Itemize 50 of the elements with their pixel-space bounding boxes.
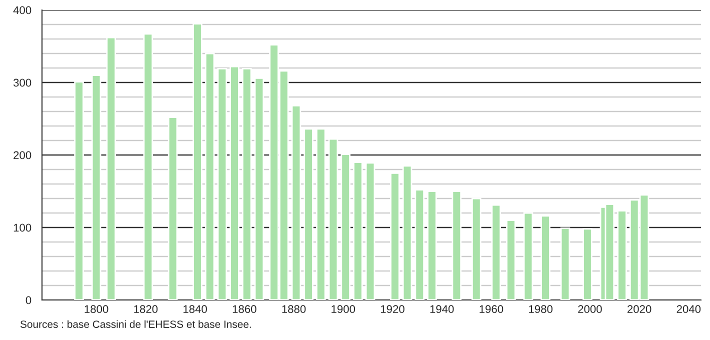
x-tick-label: 1800 bbox=[84, 305, 108, 314]
y-tick-label: 100 bbox=[14, 224, 32, 232]
bar bbox=[217, 68, 228, 300]
x-tick-label: 1920 bbox=[380, 305, 404, 314]
bar bbox=[353, 162, 363, 300]
x-tick-label: 1940 bbox=[430, 305, 454, 314]
bar bbox=[506, 220, 516, 300]
bar bbox=[291, 105, 302, 300]
y-tick-label: 300 bbox=[13, 78, 32, 87]
bar bbox=[230, 66, 240, 300]
bar bbox=[304, 128, 314, 300]
bar bbox=[472, 198, 482, 300]
bar bbox=[254, 77, 264, 300]
bar bbox=[617, 210, 627, 300]
x-tick-label: 1880 bbox=[282, 305, 306, 314]
x-tick-label: 2040 bbox=[676, 305, 701, 314]
bar bbox=[204, 52, 215, 300]
bar bbox=[168, 116, 178, 300]
bar bbox=[560, 228, 570, 300]
bar bbox=[365, 162, 376, 300]
bar bbox=[143, 33, 154, 300]
x-tick-label: 2020 bbox=[627, 305, 652, 314]
bar bbox=[91, 74, 102, 300]
bar bbox=[340, 154, 350, 300]
bar bbox=[491, 204, 502, 300]
y-tick-label: 400 bbox=[13, 6, 32, 14]
y-tick-label: 200 bbox=[14, 151, 32, 160]
x-tick-label: 1980 bbox=[529, 305, 552, 314]
bar bbox=[452, 190, 462, 300]
x-tick-label: 1820 bbox=[134, 305, 158, 314]
bar bbox=[328, 138, 338, 300]
source-note: Sources : base Cassini de l'EHESS et base Insee. bbox=[20, 320, 251, 328]
y-tick-label: 0 bbox=[26, 296, 32, 304]
bar bbox=[414, 189, 425, 300]
bar bbox=[582, 228, 592, 300]
bar bbox=[74, 81, 84, 300]
x-tick-label: 1840 bbox=[184, 305, 207, 314]
x-tick-label: 1860 bbox=[232, 305, 256, 314]
x-tick-label: 1960 bbox=[480, 305, 504, 314]
x-tick-label: 1900 bbox=[332, 305, 356, 314]
bar bbox=[106, 36, 116, 300]
bar bbox=[523, 212, 534, 300]
bar bbox=[316, 128, 326, 300]
x-tick-label: 2000 bbox=[578, 305, 602, 314]
bar bbox=[242, 68, 252, 300]
bar bbox=[390, 172, 400, 300]
bar bbox=[402, 165, 412, 300]
bar bbox=[540, 215, 550, 300]
bar bbox=[192, 23, 202, 300]
bar bbox=[427, 190, 437, 300]
